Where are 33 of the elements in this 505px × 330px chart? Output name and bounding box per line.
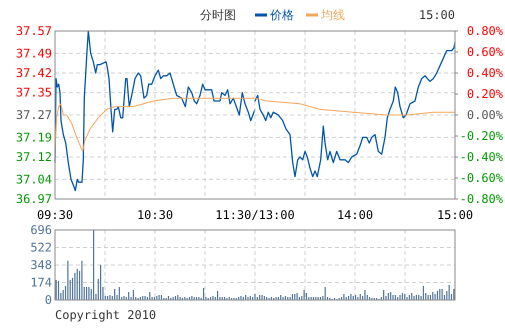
y-tick-label: 522 (30, 240, 52, 254)
y-tick-label: 37.49 (16, 46, 52, 60)
text: -0.40% (460, 150, 503, 164)
x-tick-label: 10:30 (136, 208, 174, 222)
y-tick-label: 37.35 (16, 86, 52, 100)
legend-label: 均线 (320, 8, 345, 22)
y-tick-label: 348 (30, 258, 52, 272)
y-tick-label: 0 (44, 293, 52, 307)
text: -0.60% (460, 171, 503, 185)
x-tick-label: 11:30/13:00 (215, 208, 295, 222)
text: 0.00% (466, 108, 503, 122)
y-tick-label: 37.42 (16, 66, 52, 80)
text: 0.20% (466, 87, 503, 101)
y-tick-label: 37.12 (16, 150, 52, 164)
y-tick-label: 696 (30, 223, 52, 237)
text: -0.20% (460, 129, 503, 143)
y-tick-label: 37.57 (16, 24, 52, 38)
y-tick-label: 37.19 (16, 130, 52, 144)
y-tick-label: 174 (30, 276, 52, 290)
text: 15:00 (418, 8, 455, 22)
text: 0.80% (466, 24, 503, 38)
chart-title: 分时图 (200, 8, 236, 22)
x-tick-label: 09:30 (36, 208, 74, 222)
text: -0.80% (460, 192, 503, 206)
y-tick-label: 36.97 (16, 192, 52, 206)
text: 0.60% (466, 45, 503, 59)
y-tick-label: 37.27 (16, 108, 52, 122)
text: 0.40% (466, 66, 503, 80)
x-tick-label: 15:00 (436, 208, 474, 222)
y-tick-label: 37.04 (16, 172, 52, 186)
text: Copyright 2010 (55, 308, 156, 322)
legend-label: 价格 (269, 8, 294, 22)
x-tick-label: 14:00 (336, 208, 374, 222)
